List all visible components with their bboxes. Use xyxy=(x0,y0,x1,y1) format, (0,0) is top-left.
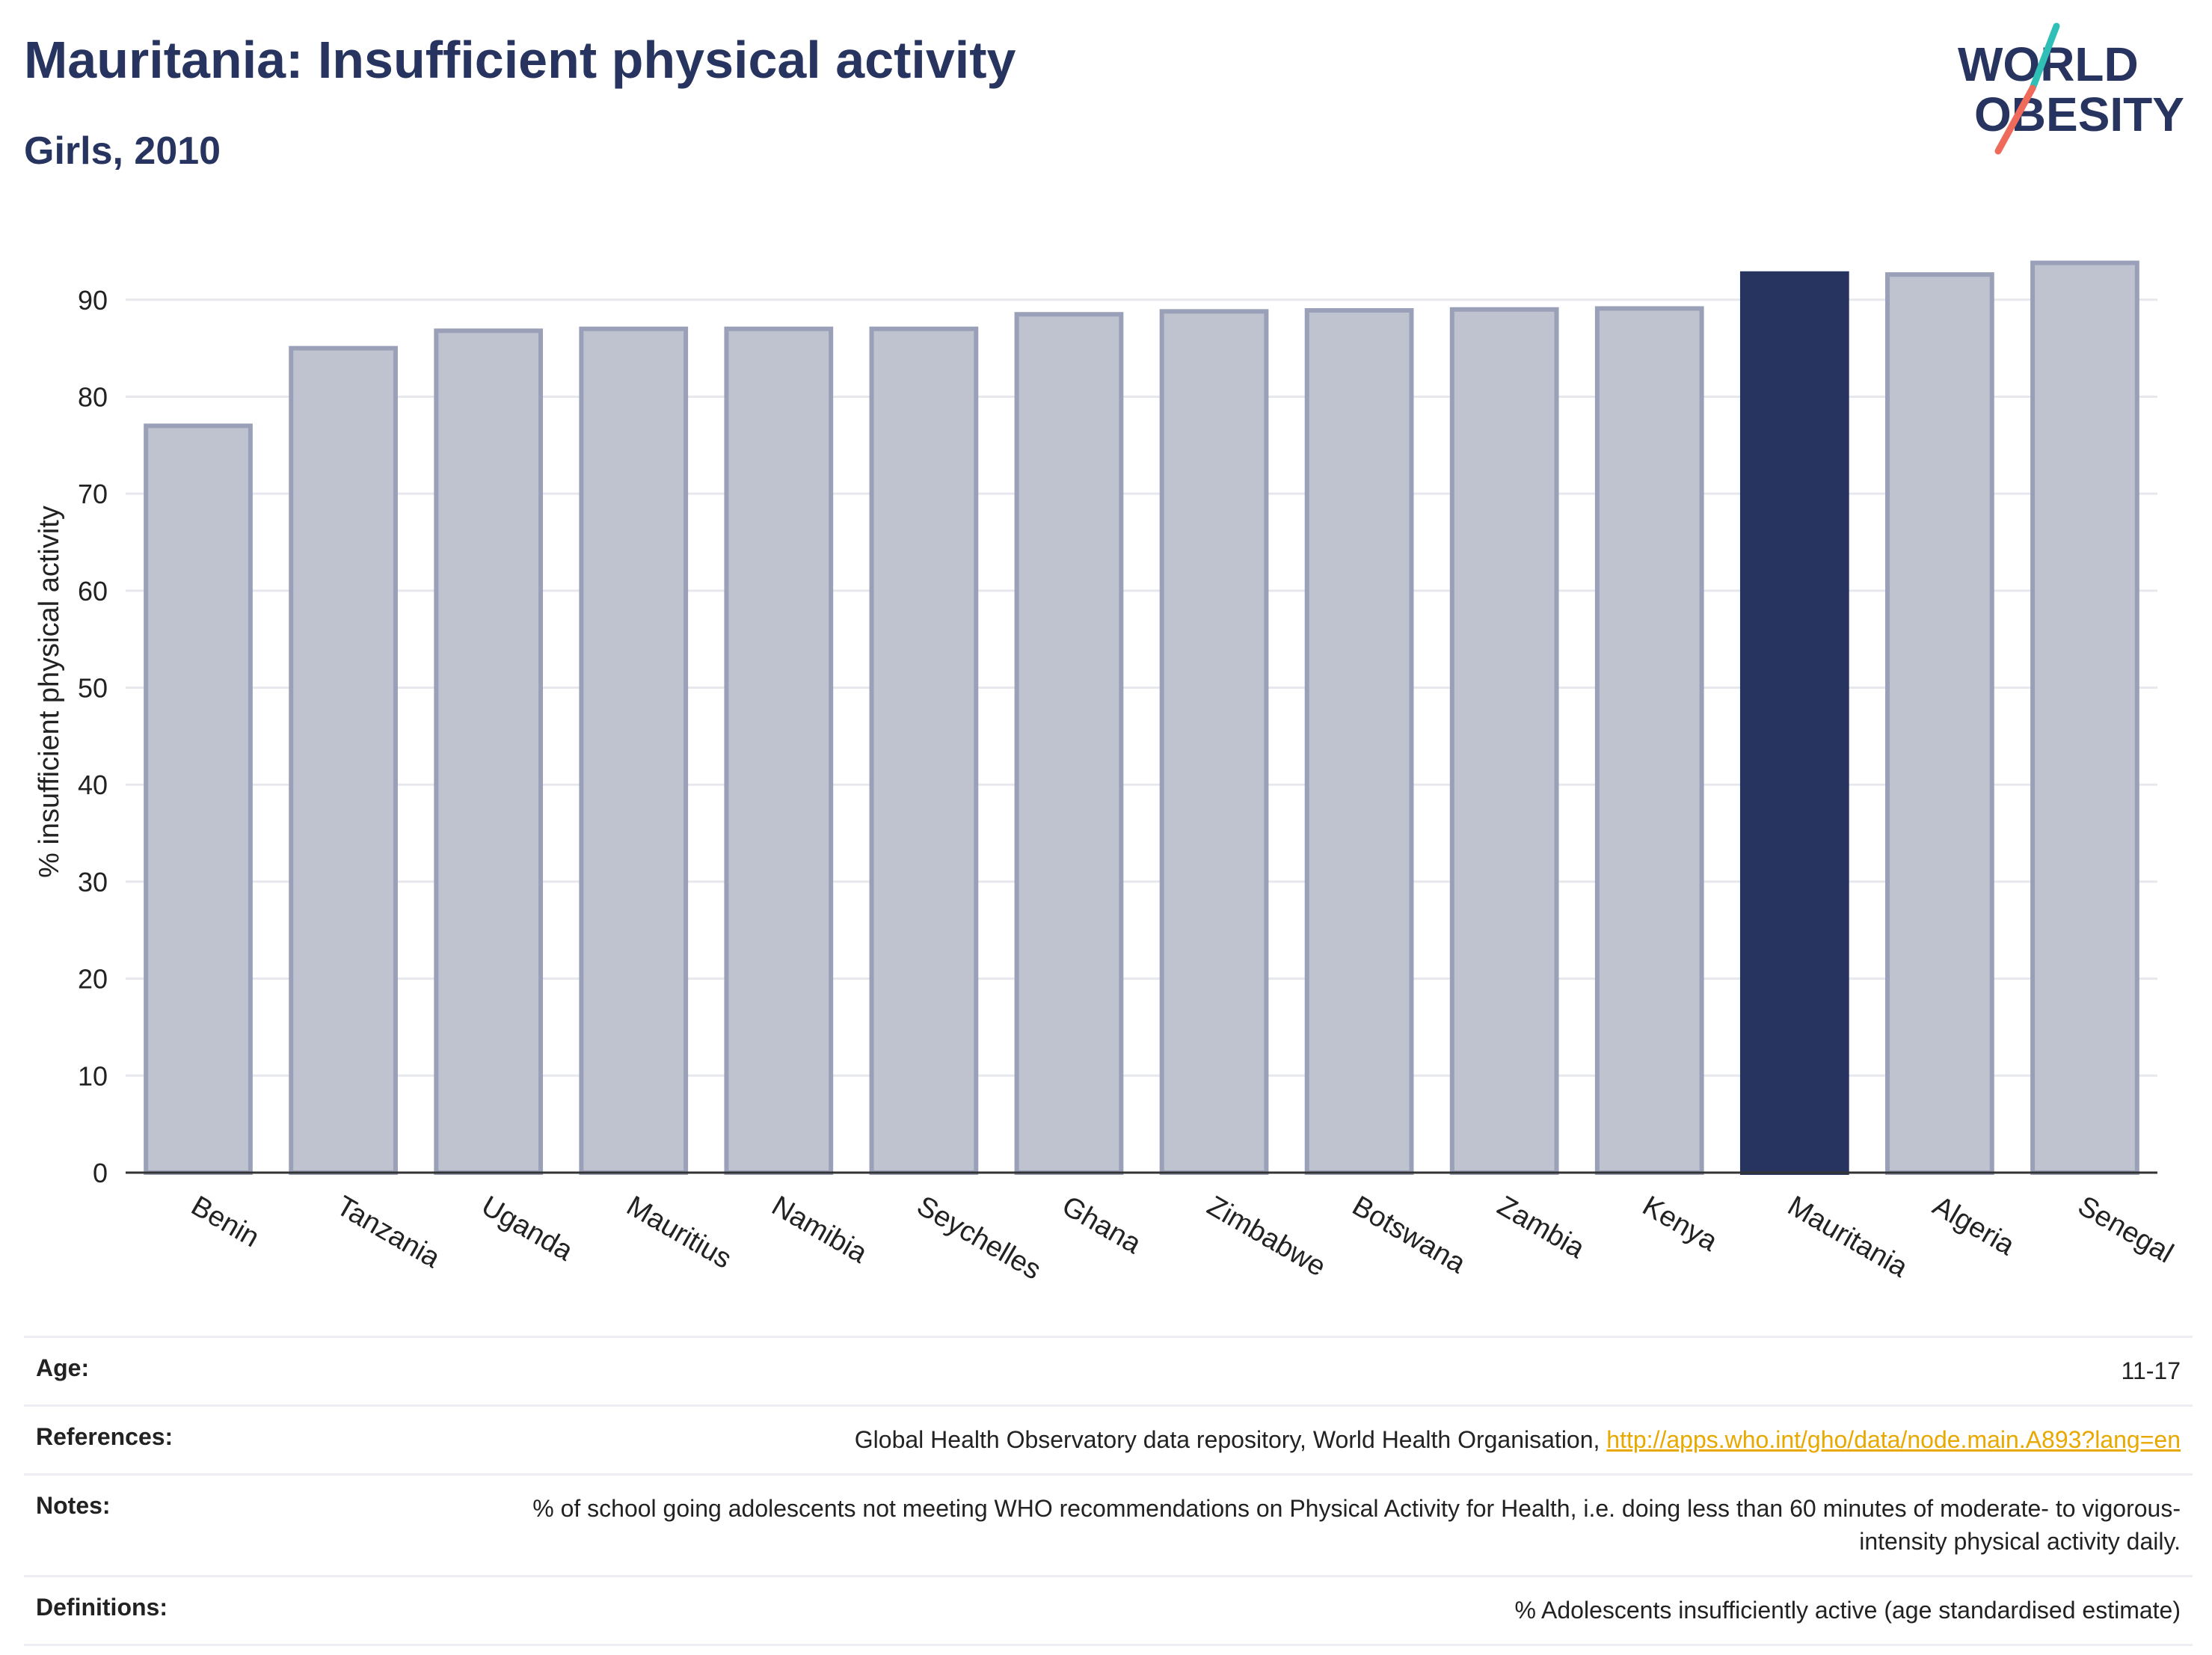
grid-lines xyxy=(126,298,2157,1077)
page-title: Mauritania: Insufficient physical activi… xyxy=(24,31,1016,89)
bar-algeria xyxy=(1885,272,1994,1175)
bar-benin xyxy=(144,423,253,1175)
bars xyxy=(144,260,2139,1176)
bar-kenya xyxy=(1594,306,1704,1175)
bar-tanzania xyxy=(289,346,398,1175)
references-value: Global Health Observatory data repositor… xyxy=(855,1423,2181,1457)
references-text: Global Health Observatory data repositor… xyxy=(854,1425,1607,1453)
y-tick-label: 0 xyxy=(93,1158,108,1188)
bar-senegal xyxy=(2030,260,2139,1176)
y-tick-label: 50 xyxy=(78,673,108,704)
references-label: References: xyxy=(36,1422,173,1450)
meta-row-notes: Notes: % of school going adolescents not… xyxy=(24,1473,2193,1576)
metadata-table: Age: 11-17 References: Global Health Obs… xyxy=(24,1336,2193,1646)
definitions-label: Definitions: xyxy=(36,1594,168,1621)
bar-seychelles xyxy=(869,326,979,1176)
bar-namibia xyxy=(724,326,834,1176)
y-tick-label: 70 xyxy=(78,479,108,509)
x-tick-label: Namibia xyxy=(766,1190,873,1269)
meta-row-references: References: Global Health Observatory da… xyxy=(24,1404,2193,1473)
logo-slash-teal xyxy=(2029,22,2060,92)
x-tick-label: Seychelles xyxy=(912,1190,1046,1286)
bar-mauritania xyxy=(1739,271,1849,1176)
bar-chart: 0 10 20 30 40 50 60 70 80 90 Benin Tanzania Uganda Ma… xyxy=(34,260,2178,1286)
page-subtitle: Girls, 2010 xyxy=(24,129,221,173)
y-tick-label: 60 xyxy=(78,576,108,607)
y-tick-label: 40 xyxy=(78,770,108,800)
x-tick-label: Senegal xyxy=(2072,1190,2178,1269)
x-tick-label: Benin xyxy=(186,1190,265,1253)
age-label: Age: xyxy=(36,1354,90,1381)
bar-zambia xyxy=(1449,307,1559,1176)
age-value: 11-17 xyxy=(2121,1357,2181,1384)
y-tick-label: 30 xyxy=(78,867,108,897)
x-tick-label: Tanzania xyxy=(331,1190,446,1274)
logo-slash-coral xyxy=(1994,85,2036,155)
x-tick-label: Mauritania xyxy=(1782,1190,1913,1284)
meta-row-age: Age: 11-17 xyxy=(24,1336,2193,1404)
x-tick-label: Zimbabwe xyxy=(1202,1190,1331,1283)
x-tick-label: Botswana xyxy=(1347,1190,1471,1280)
world-obesity-logo: WORLD OBESITY xyxy=(1958,22,2184,155)
y-tick-label: 90 xyxy=(78,285,108,316)
x-tick-label: Mauritius xyxy=(621,1190,737,1274)
x-tick-label: Ghana xyxy=(1057,1190,1147,1260)
meta-row-definitions: Definitions: % Adolescents insufficientl… xyxy=(24,1575,2193,1646)
y-tick-label: 80 xyxy=(78,381,108,412)
definitions-value: % Adolescents insufficiently active (age… xyxy=(1514,1597,2181,1624)
bar-mauritius xyxy=(579,326,689,1176)
bar-botswana xyxy=(1304,308,1414,1176)
x-tick-label: Zambia xyxy=(1492,1190,1590,1265)
notes-value: % of school going adolescents not meetin… xyxy=(532,1494,2181,1556)
bar-zimbabwe xyxy=(1159,309,1269,1175)
y-tick-label: 20 xyxy=(78,964,108,995)
references-link[interactable]: http://apps.who.int/gho/data/node.main.A… xyxy=(1606,1425,2181,1453)
x-tick-label: Kenya xyxy=(1637,1190,1723,1258)
x-tick-label: Algeria xyxy=(1927,1190,2020,1262)
y-tick-label: 10 xyxy=(78,1060,108,1091)
x-tick-label: Uganda xyxy=(476,1190,579,1267)
notes-label: Notes: xyxy=(36,1491,111,1519)
y-axis-label: % insufficient physical activity xyxy=(34,506,65,878)
bar-ghana xyxy=(1014,312,1124,1176)
bar-uganda xyxy=(434,328,544,1175)
